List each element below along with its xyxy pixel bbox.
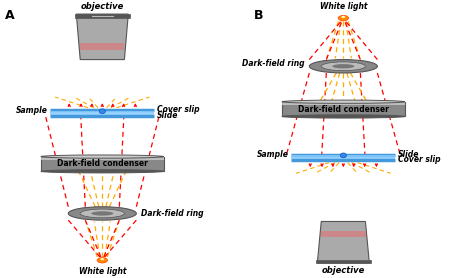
Text: White light: White light	[79, 267, 126, 276]
Ellipse shape	[342, 16, 344, 17]
Polygon shape	[318, 222, 369, 263]
Text: Slide: Slide	[156, 111, 178, 120]
Text: objective: objective	[81, 2, 124, 11]
Text: Dark-field condenser: Dark-field condenser	[57, 160, 148, 168]
Polygon shape	[41, 157, 164, 160]
Text: Sample: Sample	[16, 106, 48, 115]
Text: Dark-field condenser: Dark-field condenser	[298, 105, 389, 114]
Text: Dark-field ring: Dark-field ring	[242, 59, 305, 68]
Text: Cover slip: Cover slip	[156, 105, 199, 114]
Ellipse shape	[97, 258, 108, 263]
Ellipse shape	[340, 153, 346, 158]
Polygon shape	[76, 14, 128, 59]
Polygon shape	[282, 102, 405, 105]
Text: Dark-field ring: Dark-field ring	[141, 209, 204, 218]
Ellipse shape	[68, 207, 137, 220]
Polygon shape	[321, 231, 366, 237]
Ellipse shape	[99, 109, 105, 114]
Ellipse shape	[282, 100, 405, 103]
Ellipse shape	[332, 64, 355, 68]
Polygon shape	[282, 113, 405, 116]
Text: objective: objective	[322, 266, 365, 275]
Ellipse shape	[310, 59, 377, 73]
Polygon shape	[316, 260, 371, 263]
Ellipse shape	[321, 62, 365, 71]
Polygon shape	[80, 43, 124, 49]
Ellipse shape	[100, 258, 104, 260]
Ellipse shape	[282, 115, 405, 118]
Ellipse shape	[91, 211, 113, 216]
Text: B: B	[254, 9, 263, 22]
Polygon shape	[41, 157, 164, 171]
Polygon shape	[75, 14, 129, 18]
Ellipse shape	[341, 16, 346, 18]
Ellipse shape	[41, 155, 164, 158]
Ellipse shape	[101, 258, 103, 259]
Text: Slide: Slide	[398, 150, 419, 158]
Text: Cover slip: Cover slip	[398, 155, 440, 164]
Ellipse shape	[80, 209, 124, 218]
Text: White light: White light	[319, 3, 367, 11]
Ellipse shape	[338, 15, 348, 21]
Ellipse shape	[41, 170, 164, 173]
Polygon shape	[41, 168, 164, 171]
Text: Sample: Sample	[257, 150, 289, 159]
Text: A: A	[5, 9, 15, 22]
Polygon shape	[282, 102, 405, 116]
